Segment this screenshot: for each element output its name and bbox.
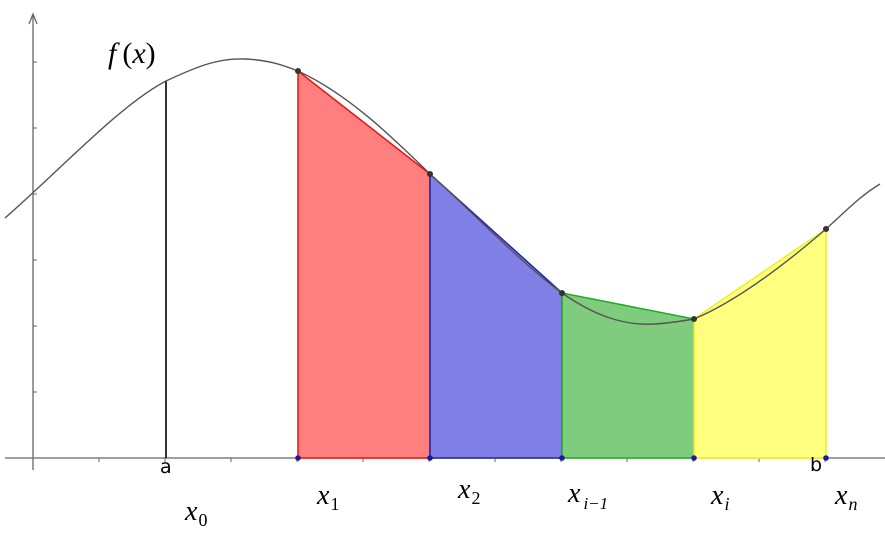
x-label-i-1-base: x [567,478,581,509]
x-label-n: xn [834,480,857,514]
function-arg: x [131,37,146,70]
axis-point-x1 [295,455,301,461]
curve-point-x1 [295,68,301,74]
axis-point-xn [823,455,829,461]
x-label-0-sub: 0 [198,510,207,530]
curve-point-xi [691,316,697,322]
function-name: f [108,37,120,70]
x-label-1-base: x [316,480,330,511]
curve-point-xn [823,226,829,232]
trapezoid-1 [297,69,431,459]
x-label-0: x0 [184,496,207,530]
x-label-1: x1 [316,480,339,514]
x-label-i-1-sub: i−1 [583,494,608,513]
x-label-2: x2 [457,474,480,508]
x-label-2-sub: 2 [471,488,480,508]
x-label-2-base: x [457,474,471,505]
y-axis-ticks [33,61,37,393]
x-label-n-sub: n [848,494,857,514]
endpoint-label-a: a [160,456,172,478]
x-label-i-sub: i [724,494,729,514]
x-label-0-base: x [184,496,198,527]
trapezoid-2 [429,172,563,459]
function-close-paren: ) [146,37,156,70]
curve-point-xi-1 [559,290,565,296]
axis-points [295,455,829,461]
function-open-paren: ( [122,37,132,70]
curve-point-x2 [427,171,433,177]
axis-point-xi [691,455,697,461]
x-label-1-sub: 1 [330,494,339,514]
y-axis-arrow-icon [28,12,38,25]
trapezoid-3 [561,292,695,459]
function-label: f (x) [108,37,156,70]
x-label-n-base: x [834,480,848,511]
curve-points [295,68,829,322]
axis-point-xi-1 [559,455,565,461]
trapezoid-4 [693,227,827,459]
trapezoids [297,69,827,459]
endpoint-label-b: b [810,454,822,476]
function-curve [4,58,881,325]
x-label-i-base: x [710,480,724,511]
x-label-i: xi [710,480,729,514]
x-label-i-1: x i−1 [567,478,608,513]
axis-point-x2 [427,455,433,461]
